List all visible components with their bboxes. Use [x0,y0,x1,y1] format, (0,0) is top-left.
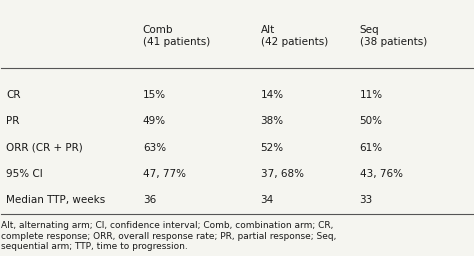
Text: Seq
(38 patients): Seq (38 patients) [359,25,427,47]
Text: 15%: 15% [143,90,166,100]
Text: 43, 76%: 43, 76% [359,169,402,179]
Text: 34: 34 [261,195,274,205]
Text: 63%: 63% [143,143,166,153]
Text: Comb
(41 patients): Comb (41 patients) [143,25,210,47]
Text: 47, 77%: 47, 77% [143,169,186,179]
Text: CR: CR [6,90,20,100]
Text: ORR (CR + PR): ORR (CR + PR) [6,143,83,153]
Text: 49%: 49% [143,116,166,126]
Text: 61%: 61% [359,143,383,153]
Text: 38%: 38% [261,116,283,126]
Text: 11%: 11% [359,90,383,100]
Text: 33: 33 [359,195,373,205]
Text: 52%: 52% [261,143,283,153]
Text: Alt
(42 patients): Alt (42 patients) [261,25,328,47]
Text: 36: 36 [143,195,156,205]
Text: Alt, alternating arm; CI, confidence interval; Comb, combination arm; CR,
comple: Alt, alternating arm; CI, confidence int… [1,221,337,251]
Text: PR: PR [6,116,19,126]
Text: 50%: 50% [359,116,383,126]
Text: 37, 68%: 37, 68% [261,169,303,179]
Text: Median TTP, weeks: Median TTP, weeks [6,195,105,205]
Text: 14%: 14% [261,90,283,100]
Text: 95% CI: 95% CI [6,169,43,179]
